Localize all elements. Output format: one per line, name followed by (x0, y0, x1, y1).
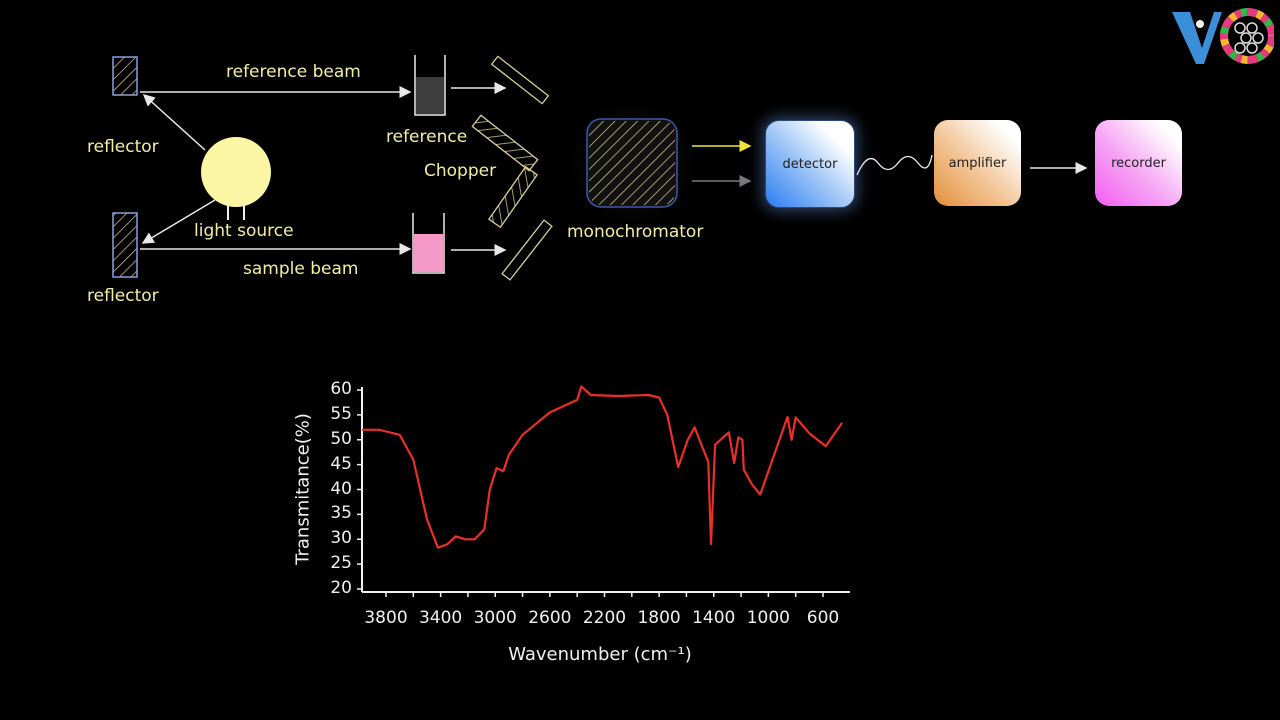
x-tick-label: 2200 (582, 608, 627, 628)
x-axis-label: Wavenumber (cm⁻¹) (508, 644, 692, 665)
y-tick-label: 35 (330, 503, 352, 524)
reflector-bottom (112, 212, 138, 278)
reference-cell (414, 55, 446, 116)
arrow-to-reflector-top (142, 93, 206, 151)
reflector-bottom-label: reflector (87, 286, 159, 306)
y-tick-label: 25 (330, 553, 352, 574)
detector-box: detector (765, 120, 855, 208)
spectrum-line (362, 385, 844, 549)
reference-label: reference (386, 127, 468, 147)
y-tick-label: 60 (330, 379, 352, 399)
mirror-top (490, 55, 550, 105)
spectrometer-diagram (112, 55, 1088, 281)
y-tick-label: 55 (330, 403, 352, 424)
recorder-box: recorder (1095, 120, 1182, 206)
arrow-to-reflector-bottom (141, 199, 216, 244)
sample-cell (412, 213, 445, 274)
x-tick-label: 2600 (528, 608, 572, 628)
light-source-label: light source (194, 221, 294, 241)
x-tick-label: 1800 (637, 608, 681, 628)
sample-beam-label: sample beam (243, 259, 359, 279)
y-axis-label: Transmitance(%) (292, 413, 314, 565)
monochromator (562, 93, 702, 233)
x-tick-label: 3000 (473, 608, 517, 628)
detector-label: detector (782, 156, 838, 172)
reflector-top-label: reflector (87, 137, 159, 157)
y-tick-label: 45 (330, 453, 352, 474)
chopper-label: Chopper (424, 161, 497, 181)
y-tick-label: 40 (330, 478, 352, 499)
y-tick-label: 20 (330, 578, 352, 598)
chart-axes (357, 387, 850, 597)
recorder-label: recorder (1111, 155, 1166, 171)
chopper (471, 114, 539, 229)
x-tick-label: 3400 (418, 608, 463, 628)
x-tick-label: 1000 (746, 608, 790, 628)
y-tick-label: 50 (330, 428, 352, 449)
monochromator-label: monochromator (567, 222, 704, 242)
signal-wave (856, 154, 933, 176)
x-tick-label: 600 (806, 608, 840, 628)
reference-beam-label: reference beam (226, 62, 361, 82)
light-source (201, 137, 271, 220)
x-tick-label: 3800 (364, 608, 408, 628)
view-chem-logo (1172, 8, 1274, 64)
amplifier-box: amplifier (934, 120, 1021, 206)
x-tick-label: 1400 (692, 608, 736, 628)
y-tick-label: 30 (330, 528, 352, 549)
amplifier-label: amplifier (948, 155, 1007, 171)
mirror-bottom (501, 219, 553, 281)
reflector-top (112, 56, 138, 96)
